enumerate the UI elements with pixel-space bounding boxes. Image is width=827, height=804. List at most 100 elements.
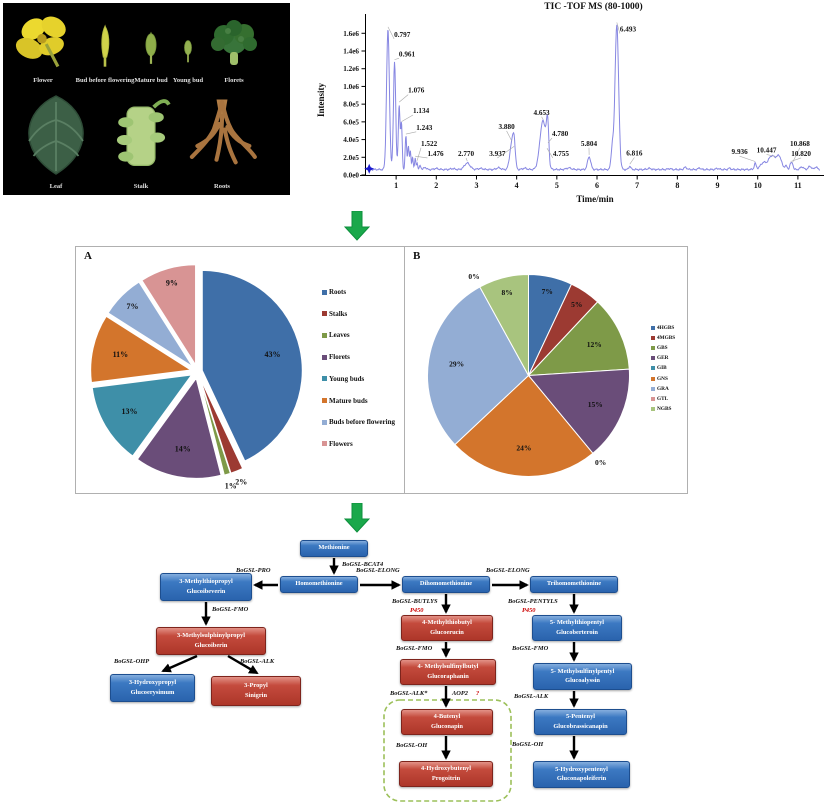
pie-a-slice-mature-buds: [90, 315, 193, 384]
peak-leader-line: [546, 148, 554, 159]
roots-icon: [189, 99, 257, 165]
legend-item-young-buds: Young buds: [322, 375, 364, 383]
legend-swatch: [322, 354, 327, 360]
legend-swatch: [651, 336, 655, 341]
peak-leader-line: [415, 155, 428, 159]
enzyme-label-bogsl-oh: BoGSL-OH: [512, 741, 544, 748]
pathway-node-text: Gluconapoleiferin: [556, 775, 607, 782]
legend-label: GRA: [657, 385, 669, 392]
down-arrow-shape: [344, 211, 370, 241]
enzyme-label-p450: P450: [410, 607, 424, 614]
flower-icon: [15, 16, 66, 68]
pathway-node-trihomomethionine: Trihomomethionine: [530, 576, 618, 593]
tic-trace: [367, 24, 821, 172]
photo-item-flower: Flower: [11, 9, 75, 85]
legend-label: NGBS: [657, 405, 672, 412]
peak-leader-line: [394, 58, 400, 60]
legend-label: 4HGBS: [657, 325, 675, 331]
enzyme-label-bogsl-alk: BoGSL-ALK: [240, 658, 275, 665]
pathway-node-text: 5-Hydroxypentenyl: [555, 765, 608, 773]
pathway-node-text: Glucobrassicanapin: [553, 722, 608, 730]
pathway-node-butenyl-gluconapin: 4-Butenyl Gluconapin: [401, 709, 493, 735]
legend-label: Young buds: [329, 374, 365, 383]
pie-a-slice-buds-before-flowering: [107, 281, 193, 367]
peak-label: 6.816: [626, 150, 643, 158]
pathway-node-text: 3-Methylsulphinylpropyl: [176, 632, 246, 640]
enzyme-label-bogsl-fmo: BoGSL-FMO: [212, 606, 249, 613]
pathway-node-methylsulfinylpentyl-glucoalyssin: 5- Methylsulfinylpentyl Glucoalyssin: [533, 663, 632, 690]
pie-b-percent-label: 5%: [571, 300, 582, 309]
y-tick-label: 1.4e6: [343, 48, 359, 56]
legend-swatch: [322, 441, 327, 447]
down-arrow-icon: [344, 503, 370, 533]
legend-item-roots: Roots: [322, 288, 346, 296]
origin-marker-icon: [364, 163, 375, 174]
chromatogram-title: TIC -TOF MS (80-1000): [544, 2, 643, 12]
legend-swatch: [651, 406, 655, 411]
peak-label: 6.493: [620, 26, 637, 34]
stalk-icon: [116, 99, 171, 167]
photo-item-label: Leaf: [49, 183, 63, 190]
pathway-node-text: Dihomomethionine: [419, 580, 473, 588]
pathway-node-text: Glucoberteroin: [556, 628, 598, 636]
pie-a-slice-stalks: [199, 377, 244, 474]
peak-label: 4.653: [533, 109, 550, 117]
peak-leader-line: [541, 116, 544, 120]
legend-item-gib: GIB: [651, 365, 667, 371]
y-tick-label: 8.0e5: [343, 101, 359, 109]
pie-charts-panel: A B 43% 2% 1% 14% 13% 11% 7% 9% 7% 5% 12% 15% 0% 24% 2…: [75, 246, 688, 494]
dashed-highlight-box: [383, 699, 512, 802]
pie-b-percent-label: 24%: [516, 444, 531, 453]
bud-before-flowering-icon: [101, 24, 110, 67]
peak-leader-line: [766, 154, 776, 157]
photo-item-leaf: Leaf: [11, 87, 101, 191]
pie-a-percent-label: 14%: [175, 445, 191, 454]
pie-a-percent-label: 1%: [225, 481, 237, 490]
pathway-node-text: 4-Hydroxybutenyl: [421, 765, 471, 773]
y-axis-label: Intensity: [316, 83, 326, 118]
x-tick-label: 4: [515, 181, 519, 190]
legend-swatch: [651, 386, 655, 391]
photo-item-stalk: Stalk: [103, 87, 179, 191]
legend-swatch: [651, 356, 655, 361]
peak-leader-line: [405, 131, 417, 135]
legend-item-4mgbs: 4MGBS: [651, 335, 675, 341]
peak-label: 2.770: [458, 150, 475, 158]
legend-label: Stalks: [329, 309, 348, 318]
peak-leader-line: [398, 94, 409, 103]
x-tick-label: 11: [794, 181, 802, 190]
pathway-node-text: 5- Methylthiopentyl: [549, 619, 605, 627]
legend-swatch: [322, 398, 327, 403]
pie-a-percent-label: 9%: [166, 279, 178, 288]
enzyme-label-p450: P450: [522, 607, 536, 614]
peak-leader-line: [616, 22, 621, 34]
panel-divider: [404, 247, 405, 493]
pathway-arrows: [161, 558, 579, 802]
pathway-node-text: Glucoerucin: [430, 628, 464, 636]
pie-b-percent-label: 15%: [588, 400, 603, 409]
x-tick-label: 1: [394, 181, 398, 190]
pathway-node-text: 3-Methylthiopropyl: [179, 578, 233, 586]
peak-label: 5.804: [581, 140, 598, 148]
pie-a-slice-florets: [136, 377, 222, 479]
pathway-node-text: Glucoiberin: [194, 641, 228, 649]
photo-item-bud-before-flowering: Bud before flowering: [76, 13, 134, 85]
peak-label: 1.076: [408, 87, 425, 95]
legend-swatch: [651, 376, 655, 381]
young-bud-icon: [184, 40, 192, 63]
pie-b-slice-gra: [427, 286, 530, 446]
x-tick-label: 2: [434, 181, 438, 190]
pie-a-slice-roots: [201, 269, 303, 462]
y-tick-label: 4.0e5: [343, 136, 359, 144]
florets-icon: [211, 20, 257, 65]
pie-b-slice-gns: [454, 374, 594, 477]
pie-a-percent-label: 7%: [126, 302, 138, 311]
chromatogram-panel: TIC -TOF MS (80-1000) 1 2 3 4 5 6 7 8 9 10 11 0.0e0…: [310, 0, 827, 208]
pathway-node-text: Glucoalyssin: [565, 677, 600, 684]
pathway-node-text: 3-Hydroxypropyl: [128, 679, 177, 687]
peak-label: 10.868: [790, 140, 810, 148]
x-tick-label: 8: [675, 181, 679, 190]
legend-item-mature-buds: Mature buds: [322, 397, 368, 405]
pie-b-percent-label: 8%: [502, 288, 513, 297]
peak-leader-line: [506, 130, 513, 142]
